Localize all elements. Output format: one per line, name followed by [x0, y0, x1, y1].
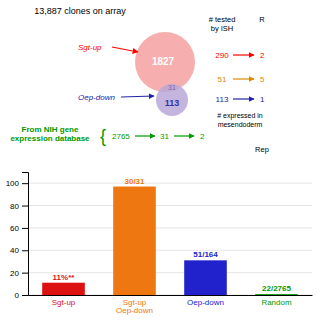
tick: 100	[6, 179, 28, 188]
annotation: R	[259, 15, 265, 24]
annotation: 5	[260, 75, 265, 84]
annotation: 2	[260, 51, 265, 60]
tick-mark	[22, 250, 28, 251]
tick-label-line: Random	[261, 298, 292, 307]
tick-label: 80	[10, 202, 19, 211]
diagram: Sgt-up Oep-down 1827 113 31 # testedby ISH R 29…	[10, 15, 268, 154]
bar	[184, 260, 227, 295]
data-label: 11%**	[53, 273, 76, 282]
arrow	[135, 135, 155, 136]
tick-label: 60	[10, 224, 19, 233]
grid-line	[28, 250, 312, 251]
annotation: 31	[168, 84, 176, 91]
venn-small	[156, 84, 188, 116]
tick-label-line: Oep-down	[187, 298, 224, 307]
tick-label: Random	[261, 298, 292, 307]
annotation: From NIH gene	[22, 125, 79, 134]
annotation: 113	[165, 98, 180, 108]
axis-line	[29, 295, 313, 296]
tick: 60	[10, 224, 28, 233]
tick-mark	[22, 228, 28, 229]
arrow	[233, 98, 254, 99]
x-axis: Sgt-upSgt-upOep-downOep-downRandom	[29, 295, 313, 315]
data-label: 22/2765	[262, 284, 291, 293]
annotation: 1827	[152, 56, 175, 67]
annotation: Rep	[255, 145, 269, 154]
data-labels: 11%** 30/31 51/164 22/2765	[53, 177, 292, 294]
annotation: 290	[215, 51, 229, 60]
grid-line	[28, 227, 312, 228]
tick-label-line: Sgt-up	[52, 298, 76, 307]
tick-label: Oep-down	[187, 298, 224, 307]
annotation: 51	[218, 75, 227, 84]
annotation: # expressed in	[217, 112, 263, 120]
tick-label-line: Oep-down	[116, 306, 153, 315]
bar	[42, 283, 85, 295]
tick-label: 0	[15, 291, 20, 300]
arrow	[174, 135, 194, 136]
tick-mark	[22, 295, 28, 296]
tick-mark	[22, 206, 28, 207]
tick: Sgt-upOep-down	[116, 295, 153, 315]
tick-mark	[22, 273, 28, 274]
title: 13,887 clones on array	[34, 6, 126, 16]
annotation: {	[100, 126, 106, 146]
tick: Sgt-up	[52, 295, 76, 307]
tick-label: 40	[10, 246, 19, 255]
grid	[28, 183, 312, 295]
annotation: mesendoderm	[218, 121, 263, 128]
data-label: 30/31	[124, 177, 145, 186]
tick-label: Sgt-upOep-down	[116, 298, 153, 316]
y-axis: 0 20 40 60 80 100	[6, 173, 29, 301]
annotation: 31	[160, 132, 169, 141]
axis-line	[22, 173, 29, 296]
arrow	[233, 54, 254, 55]
tick: 20	[10, 269, 28, 278]
annotation: by ISH	[211, 24, 234, 33]
annotation: # tested	[209, 15, 236, 24]
arrow	[112, 47, 138, 52]
tick: Random	[261, 295, 292, 307]
annotation: expression database	[10, 134, 90, 143]
tick-label-line: Sgt-up	[123, 298, 147, 307]
tick: 80	[10, 202, 28, 211]
venn-large	[135, 32, 195, 92]
annotation: 1	[260, 95, 265, 104]
annotation: Oep-down	[78, 93, 115, 102]
tick: 40	[10, 246, 28, 255]
annotation: Sgt-up	[78, 43, 102, 52]
annotation: 2	[200, 132, 205, 141]
bars	[42, 187, 298, 295]
tick-label: Sgt-up	[52, 298, 76, 307]
tick-label: 20	[10, 269, 19, 278]
grid-line	[28, 205, 312, 206]
grid-line	[28, 183, 312, 184]
tick-mark	[22, 183, 28, 184]
data-label: 51/164	[193, 250, 218, 259]
bar	[113, 187, 156, 295]
annotation: 113	[216, 95, 229, 104]
annotation: 2765	[112, 132, 130, 141]
arrow	[121, 96, 154, 97]
arrow	[233, 78, 254, 79]
bar	[255, 294, 298, 295]
tick-label: 100	[6, 179, 20, 188]
tick: 0	[15, 291, 28, 300]
tick: Oep-down	[187, 295, 224, 307]
chart: 13,887 clones on arraySgt-upOep-down1827…	[0, 0, 320, 320]
